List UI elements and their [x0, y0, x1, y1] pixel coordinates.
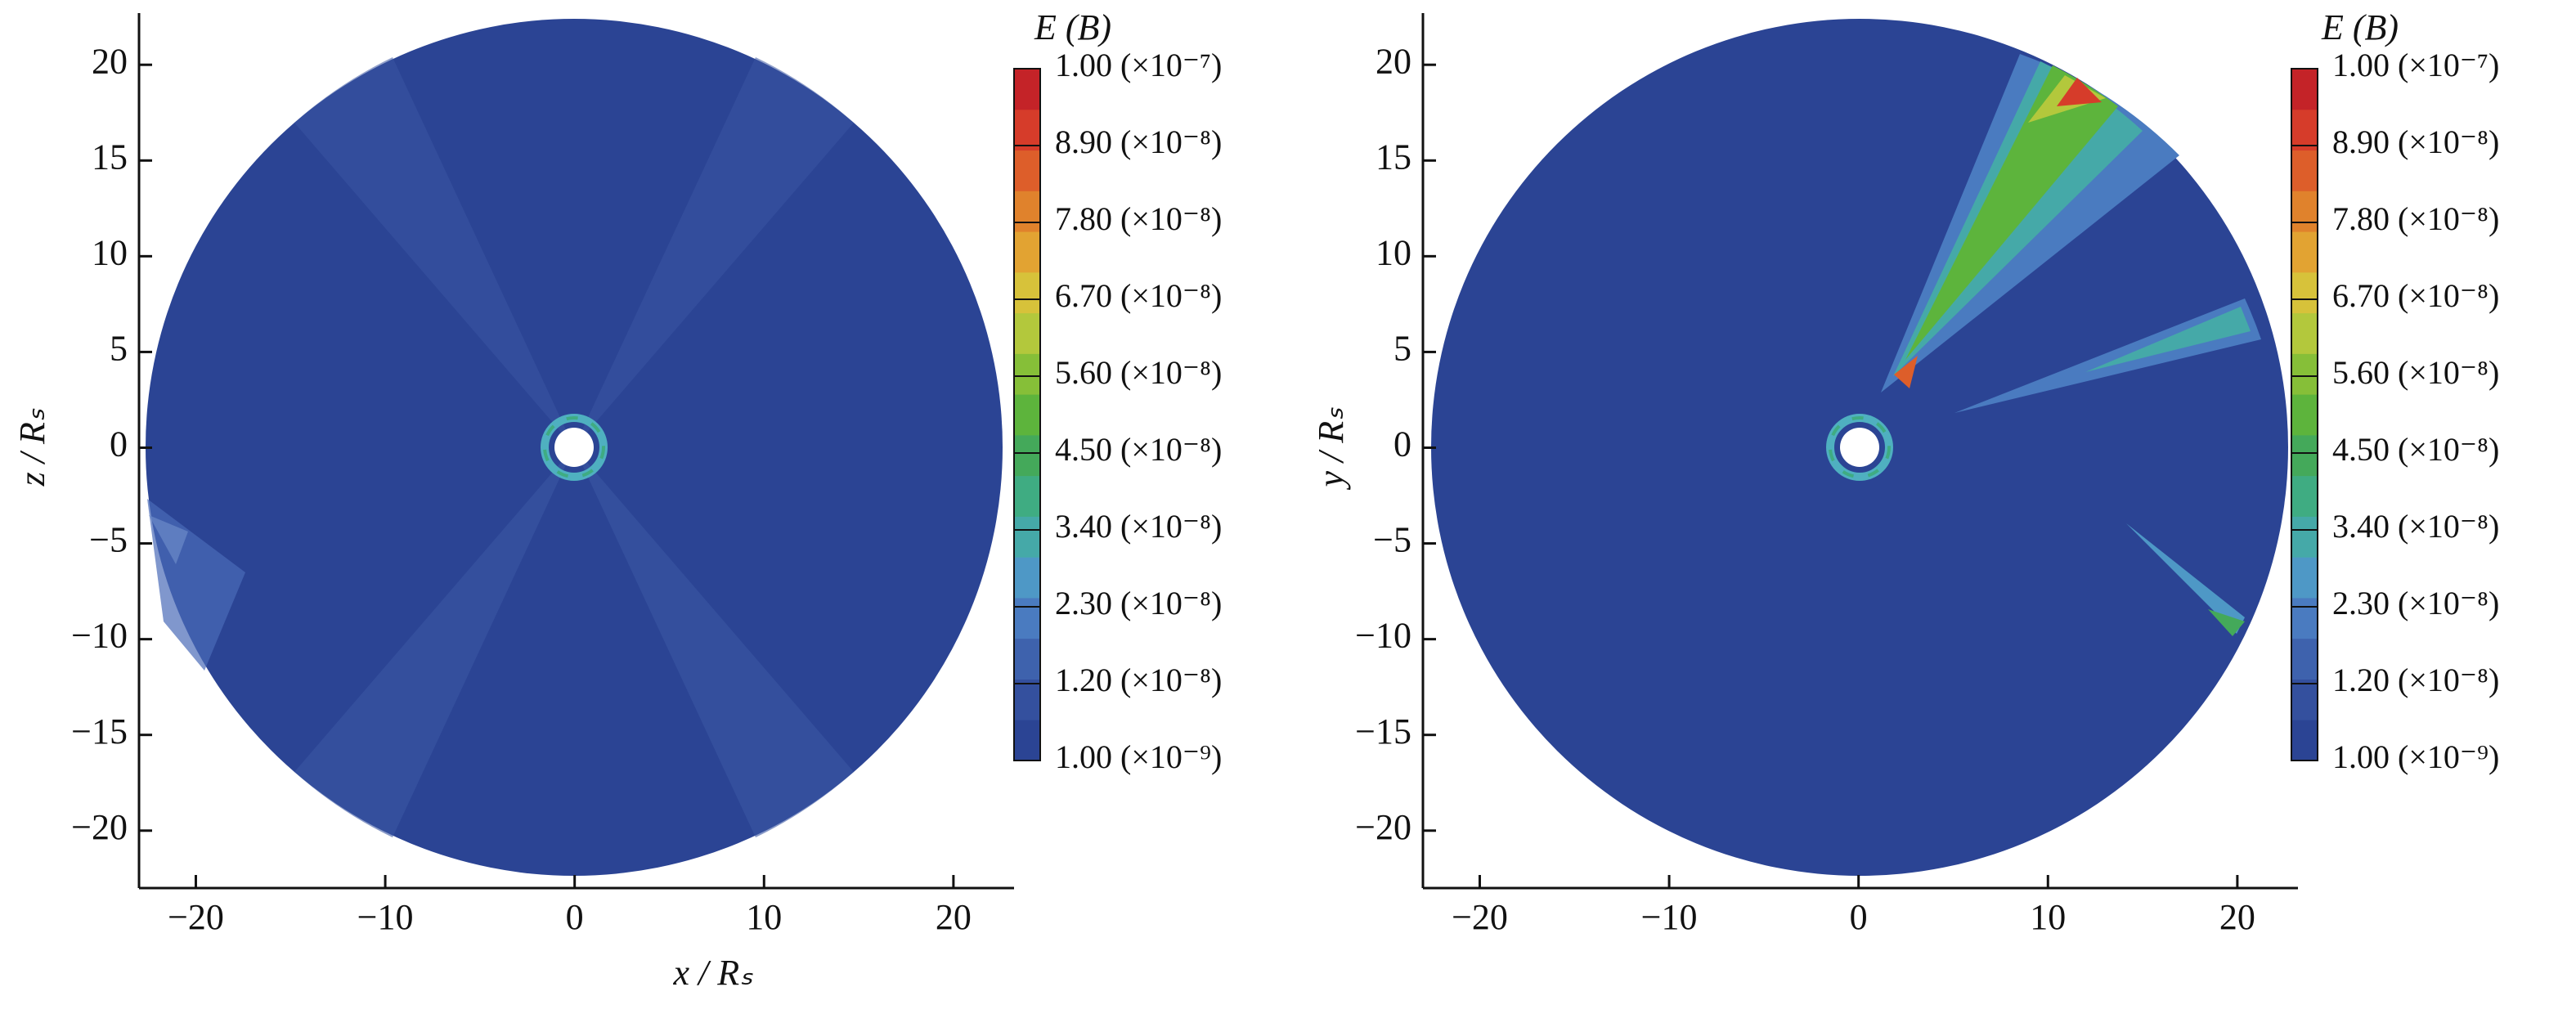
colorbar-band	[2291, 394, 2318, 436]
colorbar-band	[2291, 231, 2318, 273]
x-tick-label: 0	[1850, 897, 1868, 937]
colorbar-tick-label: 3.40 (×10⁻⁸)	[1055, 508, 1222, 545]
colorbar-band	[1014, 191, 1040, 232]
colorbar-tick-label: 5.60 (×10⁻⁸)	[1055, 354, 1222, 391]
y-tick-label: 15	[1376, 137, 1411, 177]
colorbar-tick-label: 7.80 (×10⁻⁸)	[1055, 200, 1222, 237]
colorbar-band	[1014, 271, 1040, 314]
colorbar-tick-label: 7.80 (×10⁻⁸)	[2332, 200, 2499, 237]
y-tick-label: −15	[1355, 711, 1411, 752]
colorbar-tick-label: 4.50 (×10⁻⁸)	[1055, 431, 1222, 468]
colorbar-tick-label: 6.70 (×10⁻⁸)	[2332, 277, 2499, 314]
colorbar-band	[2291, 720, 2318, 761]
y-tick-label: 15	[92, 137, 128, 177]
colorbar-band	[1014, 109, 1040, 151]
colorbar-title: E (B)	[2321, 7, 2399, 47]
colorbar-band	[1014, 312, 1040, 354]
colorbar-tick-label: 8.90 (×10⁻⁸)	[1055, 123, 1222, 160]
colorbar-tick-label: 1.00 (×10⁻⁷)	[2332, 47, 2499, 83]
y-tick-label: −5	[89, 520, 128, 560]
colorbar-tick-label: 3.40 (×10⁻⁸)	[2332, 508, 2499, 545]
x-tick-label: −20	[1452, 897, 1508, 937]
colorbar-band	[2291, 638, 2318, 680]
colorbar-tick-label: 1.00 (×10⁻⁹)	[2332, 738, 2499, 775]
y-tick-label: 5	[110, 329, 128, 369]
colorbar-band	[1014, 557, 1040, 599]
colorbar-band	[2291, 475, 2318, 517]
y-axis-label: y / Rₛ	[1311, 407, 1351, 491]
field-right	[1431, 19, 2288, 876]
colorbar-band	[2291, 191, 2318, 232]
colorbar-band	[1014, 353, 1040, 395]
y-tick-label: 5	[1393, 329, 1411, 369]
y-tick-label: 10	[1376, 232, 1411, 272]
y-tick-label: −20	[71, 807, 128, 847]
colorbar-band	[2291, 434, 2318, 477]
colorbar-band	[2291, 109, 2318, 151]
colorbar-band	[1014, 150, 1040, 191]
colorbar-band	[1014, 720, 1040, 761]
colorbar-band	[1014, 638, 1040, 680]
x-tick-label: 10	[746, 897, 782, 937]
colorbar-tick-label: 1.00 (×10⁻⁹)	[1055, 738, 1222, 775]
y-tick-label: −5	[1373, 520, 1411, 560]
x-tick-label: 10	[2030, 897, 2066, 937]
colorbar-band	[2291, 353, 2318, 395]
colorbar-band	[2291, 312, 2318, 354]
colorbar-band	[2291, 516, 2318, 558]
colorbar-tick-label: 2.30 (×10⁻⁸)	[2332, 585, 2499, 621]
colorbar-band	[1014, 475, 1040, 517]
y-tick-label: 20	[1376, 41, 1411, 81]
y-tick-label: 0	[1393, 424, 1411, 464]
y-tick-label: 20	[92, 41, 128, 81]
colorbar-tick-label: 1.20 (×10⁻⁸)	[1055, 662, 1222, 698]
x-tick-label: 20	[2219, 897, 2255, 937]
colorbar-title: E (B)	[1034, 7, 1111, 47]
x-tick-label: 20	[936, 897, 972, 937]
colorbar-band	[2291, 69, 2318, 110]
x-axis-label: x / Rₛ	[672, 953, 753, 993]
colorbar-band	[1014, 597, 1040, 639]
x-tick-label: −10	[1641, 897, 1698, 937]
colorbar-band	[1014, 394, 1040, 436]
y-tick-label: 10	[92, 232, 128, 272]
colorbar-band	[1014, 434, 1040, 477]
y-tick-label: −20	[1355, 807, 1411, 847]
colorbar-band	[2291, 557, 2318, 599]
x-tick-label: 0	[566, 897, 584, 937]
colorbar-tick-label: 1.20 (×10⁻⁸)	[2332, 662, 2499, 698]
y-tick-label: 0	[110, 424, 128, 464]
colorbar-band	[1014, 69, 1040, 110]
colorbar-tick-label: 1.00 (×10⁻⁷)	[1055, 47, 1222, 83]
field-left	[146, 19, 1003, 876]
colorbar-band	[2291, 271, 2318, 314]
colorbar-band	[2291, 150, 2318, 191]
colorbar-tick-label: 5.60 (×10⁻⁸)	[2332, 354, 2499, 391]
colorbar-band	[2291, 679, 2318, 720]
y-tick-label: −10	[71, 616, 128, 656]
y-tick-label: −10	[1355, 616, 1411, 656]
colorbar-band	[2291, 597, 2318, 639]
colorbar-band	[1014, 516, 1040, 558]
colorbar-band	[1014, 679, 1040, 720]
y-tick-label: −15	[71, 711, 128, 752]
colorbar-tick-label: 8.90 (×10⁻⁸)	[2332, 123, 2499, 160]
x-tick-label: −20	[168, 897, 224, 937]
colorbar-tick-label: 6.70 (×10⁻⁸)	[1055, 277, 1222, 314]
y-axis-label: z / Rₛ	[12, 408, 52, 487]
colorbar-tick-label: 4.50 (×10⁻⁸)	[2332, 431, 2499, 468]
colorbar-band	[1014, 231, 1040, 273]
colorbar-tick-label: 2.30 (×10⁻⁸)	[1055, 585, 1222, 621]
x-tick-label: −10	[357, 897, 414, 937]
